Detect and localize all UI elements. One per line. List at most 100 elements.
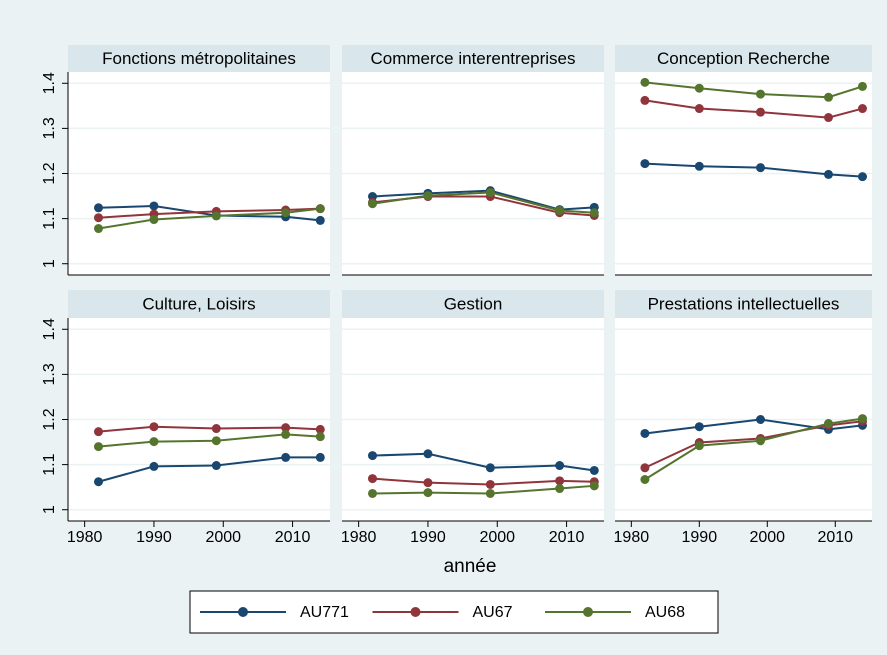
y-tick-label: 1.4 (41, 318, 58, 340)
point (589, 481, 599, 491)
point (755, 163, 765, 173)
point (555, 476, 565, 486)
point (149, 437, 159, 447)
point (211, 211, 221, 221)
point (315, 452, 325, 462)
point (93, 224, 103, 234)
point (423, 488, 433, 498)
point (211, 424, 221, 434)
point (281, 423, 291, 433)
legend-marker (410, 607, 421, 617)
point (423, 449, 433, 459)
y-tick-label: 1.3 (41, 117, 58, 139)
point (485, 479, 495, 489)
legend-label: AU67 (473, 604, 513, 621)
x-tick-label: 1990 (682, 529, 718, 546)
point (555, 461, 565, 471)
x-tick-label: 2000 (749, 529, 785, 546)
panel-title: Prestations intellectuelles (648, 294, 840, 313)
point (694, 441, 704, 451)
point (694, 161, 704, 171)
point (755, 107, 765, 117)
point (485, 187, 495, 197)
panel-title: Conception Recherche (657, 49, 830, 68)
point (315, 215, 325, 225)
point (755, 436, 765, 446)
point (149, 215, 159, 225)
x-tick-label: 2000 (205, 529, 241, 546)
y-tick-label: 1.1 (41, 453, 58, 475)
point (555, 205, 565, 215)
y-tick-label: 1.2 (41, 408, 58, 430)
x-tick-label: 2010 (275, 529, 311, 546)
legend-label: AU771 (300, 604, 349, 621)
y-tick-label: 1 (41, 259, 58, 268)
point (367, 199, 377, 209)
point (694, 104, 704, 114)
panel-header (342, 45, 604, 72)
point (93, 213, 103, 223)
panel-header (615, 45, 872, 72)
point (149, 422, 159, 432)
point (367, 474, 377, 484)
point (367, 451, 377, 461)
point (857, 104, 867, 114)
point (485, 488, 495, 498)
point (149, 461, 159, 471)
point (555, 484, 565, 494)
panel-header (342, 290, 604, 318)
legend-label: AU68 (645, 604, 685, 621)
point (823, 169, 833, 179)
point (694, 422, 704, 432)
panel-title: Commerce interentreprises (370, 49, 575, 68)
point (93, 442, 103, 452)
x-tick-label: 1990 (136, 529, 172, 546)
point (423, 478, 433, 488)
point (640, 463, 650, 473)
point (589, 208, 599, 218)
panel-title: Gestion (444, 294, 503, 313)
point (755, 415, 765, 424)
x-tick-label: 1980 (614, 529, 650, 546)
point (315, 432, 325, 442)
y-tick-label: 1.3 (41, 363, 58, 385)
point (857, 172, 867, 182)
x-tick-label: 2010 (817, 529, 853, 546)
panel-title: Fonctions métropolitaines (102, 49, 296, 68)
x-tick-label: 2010 (549, 529, 585, 546)
point (640, 77, 650, 87)
point (423, 191, 433, 201)
panel-header (615, 290, 872, 318)
point (823, 113, 833, 123)
point (149, 201, 159, 211)
y-tick-label: 1 (41, 505, 58, 514)
point (281, 208, 291, 218)
y-tick-label: 1.1 (41, 207, 58, 229)
point (93, 477, 103, 487)
point (281, 429, 291, 439)
point (93, 427, 103, 437)
point (93, 203, 103, 213)
point (589, 465, 599, 475)
panel-header (68, 45, 330, 72)
point (857, 414, 867, 424)
y-tick-label: 1.2 (41, 162, 58, 184)
legend-marker (238, 607, 248, 617)
x-tick-label: 1990 (410, 529, 446, 546)
x-tick-label: 1980 (67, 529, 103, 546)
x-tick-label: 1980 (341, 529, 377, 546)
point (857, 81, 867, 91)
point (315, 204, 325, 214)
point (640, 159, 650, 169)
point (823, 92, 833, 102)
point (640, 95, 650, 105)
point (211, 461, 221, 471)
panel-header (68, 290, 330, 318)
point (640, 428, 650, 438)
point (755, 89, 765, 99)
point (281, 452, 291, 462)
point (367, 488, 377, 498)
panel-title: Culture, Loisirs (142, 294, 255, 313)
point (640, 474, 650, 484)
